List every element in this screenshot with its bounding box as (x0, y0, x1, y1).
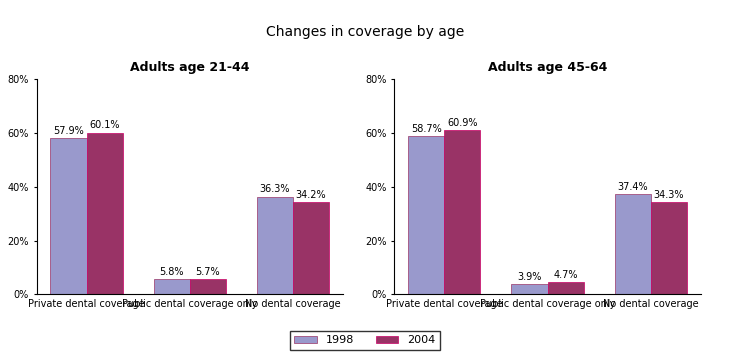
Text: 58.7%: 58.7% (411, 124, 442, 134)
Bar (650, 202, 687, 294)
Bar (257, 197, 293, 294)
Title: Adults age 21-44: Adults age 21-44 (130, 61, 250, 74)
Bar (190, 279, 226, 294)
Text: 34.3%: 34.3% (653, 190, 684, 200)
Text: 60.1%: 60.1% (89, 120, 120, 130)
Text: 4.7%: 4.7% (553, 270, 578, 280)
Text: 3.9%: 3.9% (518, 272, 542, 282)
Text: 5.8%: 5.8% (159, 267, 184, 276)
Bar (548, 282, 583, 294)
Bar (445, 130, 480, 294)
Text: 34.2%: 34.2% (296, 190, 326, 200)
Legend: 1998, 2004: 1998, 2004 (290, 331, 440, 350)
Bar (87, 132, 123, 294)
Bar (50, 139, 87, 294)
Bar (293, 202, 329, 294)
Bar (615, 194, 650, 294)
Text: 60.9%: 60.9% (447, 118, 477, 128)
Text: Changes in coverage by age: Changes in coverage by age (266, 25, 464, 39)
Text: 57.9%: 57.9% (53, 126, 84, 136)
Bar (512, 284, 548, 294)
Title: Adults age 45-64: Adults age 45-64 (488, 61, 607, 74)
Text: 37.4%: 37.4% (618, 182, 648, 192)
Text: 5.7%: 5.7% (196, 267, 220, 277)
Text: 36.3%: 36.3% (260, 185, 291, 195)
Bar (154, 279, 190, 294)
Bar (408, 136, 445, 294)
